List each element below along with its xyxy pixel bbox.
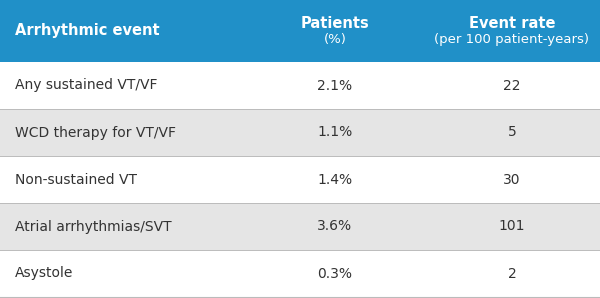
Text: Event rate: Event rate <box>469 16 555 32</box>
Text: WCD therapy for VT/VF: WCD therapy for VT/VF <box>15 125 176 139</box>
Text: 3.6%: 3.6% <box>317 220 353 234</box>
Text: Arrhythmic event: Arrhythmic event <box>15 24 160 38</box>
Text: Asystole: Asystole <box>15 266 73 280</box>
Text: (per 100 patient-years): (per 100 patient-years) <box>434 33 589 46</box>
Bar <box>0 0 600 62</box>
Text: Any sustained VT/VF: Any sustained VT/VF <box>15 78 157 92</box>
Text: 2.1%: 2.1% <box>317 78 353 92</box>
Text: 1.4%: 1.4% <box>317 173 353 187</box>
Bar <box>0 62 600 109</box>
Text: 22: 22 <box>503 78 521 92</box>
Bar <box>0 109 600 156</box>
Text: 30: 30 <box>503 173 521 187</box>
Text: Patients: Patients <box>301 16 370 32</box>
Text: 1.1%: 1.1% <box>317 125 353 139</box>
Bar <box>0 203 600 250</box>
Text: Non-sustained VT: Non-sustained VT <box>15 173 137 187</box>
Text: (%): (%) <box>323 33 346 46</box>
Bar <box>0 250 600 297</box>
Text: Atrial arrhythmias/SVT: Atrial arrhythmias/SVT <box>15 220 172 234</box>
Text: 2: 2 <box>508 266 517 280</box>
Text: 101: 101 <box>499 220 525 234</box>
Text: 5: 5 <box>508 125 517 139</box>
Text: 0.3%: 0.3% <box>317 266 353 280</box>
Bar <box>0 156 600 203</box>
